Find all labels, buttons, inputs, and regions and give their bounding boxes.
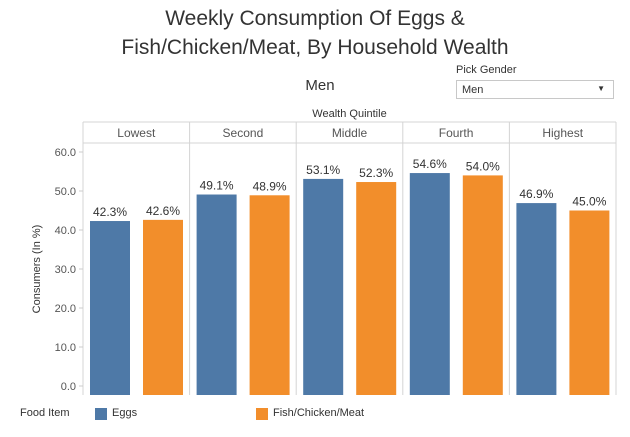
y-tick-label: 30.0: [55, 264, 76, 276]
y-tick-label: 40.0: [55, 225, 76, 237]
bar-fish-chicken-meat-middle: [356, 182, 397, 395]
chart-title-line-1: Weekly Consumption Of Eggs &: [165, 7, 465, 30]
category-label-highest: Highest: [542, 126, 583, 140]
y-tick-label: 50.0: [55, 186, 76, 198]
data-label-fish-chicken-meat-lowest: 42.6%: [146, 204, 180, 218]
gender-filter-label: Pick Gender: [456, 64, 517, 76]
category-label-second: Second: [223, 126, 264, 140]
y-tick-label: 0.0: [61, 381, 76, 393]
data-label-eggs-highest: 46.9%: [519, 187, 553, 201]
bar-fish-chicken-meat-highest: [569, 210, 610, 395]
legend-swatch-eggs: [95, 408, 107, 420]
data-label-eggs-lowest: 42.3%: [93, 205, 127, 219]
category-label-fourth: Fourth: [439, 126, 474, 140]
legend-label-eggs: Eggs: [112, 407, 138, 419]
bar-fish-chicken-meat-second: [249, 195, 290, 395]
legend-label-fish-chicken-meat: Fish/Chicken/Meat: [273, 407, 365, 419]
y-tick-label: 10.0: [55, 342, 76, 354]
bar-eggs-fourth: [409, 173, 450, 395]
bar-eggs-highest: [516, 203, 557, 395]
category-label-lowest: Lowest: [117, 126, 156, 140]
gender-filter-value: Men: [462, 84, 484, 96]
chart-subtitle: Men: [305, 77, 335, 94]
data-label-eggs-fourth: 54.6%: [413, 157, 447, 171]
y-tick-label: 60.0: [55, 147, 76, 159]
bar-eggs-second: [196, 194, 237, 395]
caret-down-icon: ▼: [597, 84, 605, 93]
y-tick-label: 20.0: [55, 303, 76, 315]
bar-fish-chicken-meat-lowest: [143, 219, 183, 395]
data-label-eggs-second: 49.1%: [200, 179, 234, 193]
bar-eggs-middle: [303, 178, 344, 395]
gender-filter-dropdown[interactable]: Men ▼: [456, 80, 614, 99]
bar-fish-chicken-meat-fourth: [462, 175, 503, 395]
legend-swatch-fish-chicken-meat: [256, 408, 268, 420]
data-label-fish-chicken-meat-fourth: 54.0%: [466, 159, 500, 173]
data-label-fish-chicken-meat-second: 48.9%: [253, 179, 287, 193]
data-label-fish-chicken-meat-highest: 45.0%: [572, 195, 606, 209]
bar-eggs-lowest: [90, 221, 130, 395]
data-label-fish-chicken-meat-middle: 52.3%: [359, 166, 393, 180]
column-header-title: Wealth Quintile: [312, 108, 386, 120]
chart-title-line-2: Fish/Chicken/Meat, By Household Wealth: [121, 36, 509, 59]
category-label-middle: Middle: [332, 126, 368, 140]
data-label-eggs-middle: 53.1%: [306, 163, 340, 177]
y-axis-label: Consumers (In %): [31, 225, 43, 314]
legend-title: Food Item: [20, 407, 70, 419]
